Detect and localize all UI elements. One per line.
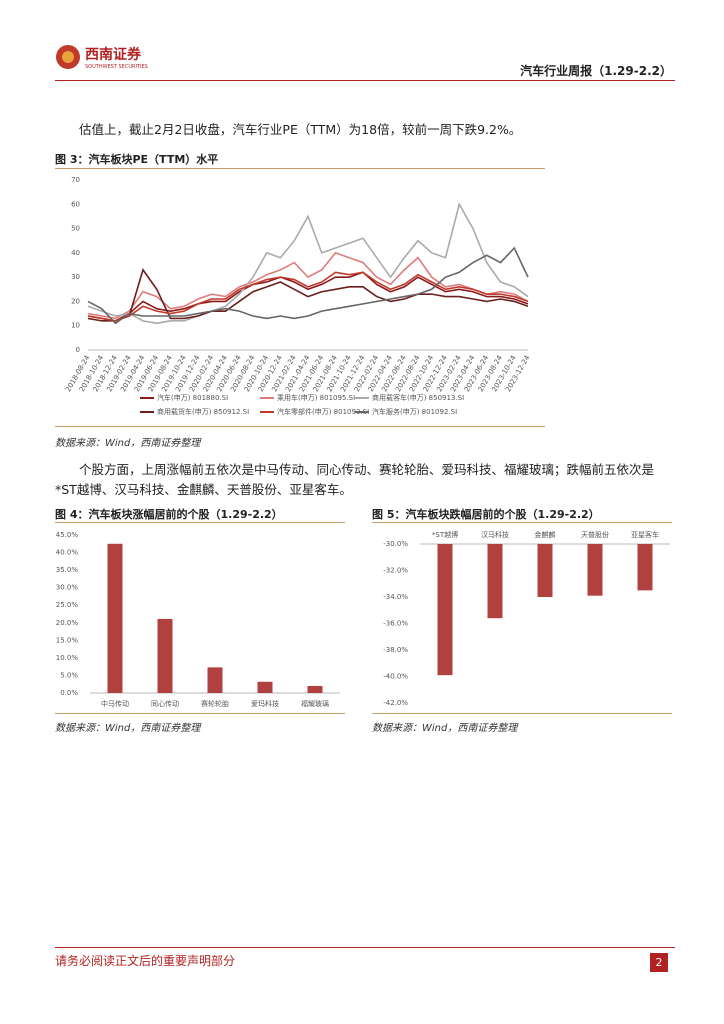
line <box>87 271 529 322</box>
y-tick-label: 50 <box>71 225 80 233</box>
bar <box>437 544 453 676</box>
line <box>87 202 529 325</box>
header-rule <box>55 80 675 81</box>
rule <box>372 713 672 714</box>
y-tick-label: -34.0% <box>383 593 408 601</box>
x-tick-label: 汉马科技 <box>481 530 509 539</box>
bar <box>487 544 503 619</box>
legend-label: 汽车服务(申万) 801092.SI <box>372 407 457 416</box>
rule <box>55 426 545 427</box>
y-tick-label: 20 <box>71 297 80 305</box>
footer-notice: 请务必阅读正文后的重要声明部分 <box>55 954 236 968</box>
legend-label: 商用载货车(申万) 850912.SI <box>157 407 249 416</box>
bar <box>157 618 173 693</box>
caption: 图 3：汽车板块PE（TTM）水平 <box>55 153 219 166</box>
chart: 0.0% 5.0% 10.0% 15.0% 20.0% 25.0% 30.0% 35.0% 40… <box>56 531 340 708</box>
source: 数据来源：Wind，西南证券整理 <box>55 438 201 449</box>
chart: 0102030405060702018-08-242018-10-242018-… <box>64 176 532 416</box>
rule <box>372 522 672 523</box>
logo-en: SOUTHWEST SECURITIES <box>85 64 148 70</box>
y-tick-label: 45.0% <box>56 531 79 539</box>
chart: -30.0% -32.0% -34.0% -36.0% -38.0% -40.0% -42.… <box>383 530 670 707</box>
y-tick-label: 40.0% <box>56 549 79 557</box>
logo-mark <box>56 45 80 69</box>
y-tick-label: -42.0% <box>383 699 408 707</box>
x-tick-label: 中马传动 <box>101 699 129 708</box>
y-tick-label: 30 <box>71 273 80 281</box>
page-number: 2 <box>650 953 668 972</box>
y-tick-label: 20.0% <box>56 619 79 627</box>
line <box>87 271 529 322</box>
y-tick-label: -36.0% <box>383 620 408 628</box>
bar <box>587 544 603 596</box>
y-tick-label: 60 <box>71 200 80 208</box>
x-tick-label: *ST越博 <box>432 530 458 539</box>
bar <box>307 685 323 693</box>
footer-rule <box>55 947 675 948</box>
x-tick-label: 亚星客车 <box>631 530 659 539</box>
y-tick-label: 0.0% <box>60 689 78 697</box>
header-title: 汽车行业周报（1.29-2.2） <box>520 64 672 78</box>
x-tick-label: 同心传动 <box>151 699 179 708</box>
line <box>87 246 529 325</box>
y-tick-label: 25.0% <box>56 601 79 609</box>
caption: 图 5：汽车板块跌幅居前的个股（1.29-2.2） <box>372 508 600 521</box>
legend-label: 汽车零部件(申万) 801093.SI <box>277 407 369 416</box>
x-tick-label: 金麒麟 <box>535 530 556 539</box>
y-tick-label: -38.0% <box>383 646 408 654</box>
y-tick-label: 40 <box>71 249 80 257</box>
paragraph: 估值上，截止2月2日收盘，汽车行业PE（TTM）为18倍，较前一周下跌9.2%。 <box>55 120 675 140</box>
legend-label: 汽车(申万) 801880.SI <box>157 393 228 402</box>
y-tick-label: -30.0% <box>383 540 408 548</box>
paragraph: 个股方面，上周涨幅前五依次是中马传动、同心传动、赛轮轮胎、爱玛科技、福耀玻璃；跌… <box>55 460 675 500</box>
bar <box>107 543 123 693</box>
y-tick-label: 30.0% <box>56 584 79 592</box>
y-tick-label: 70 <box>71 176 80 184</box>
rule <box>55 522 345 523</box>
caption: 图 4：汽车板块涨幅居前的个股（1.29-2.2） <box>55 508 283 521</box>
rule <box>55 713 345 714</box>
x-tick-label: 天普股份 <box>581 530 609 539</box>
line <box>87 268 529 322</box>
x-tick-label: 赛轮轮胎 <box>201 699 229 708</box>
legend-label: 乘用车(申万) 801095.SI <box>277 393 355 402</box>
text: 个股方面，上周涨幅前五依次是中马传动、同心传动、赛轮轮胎、爱玛科技、福耀玻璃；跌… <box>55 462 655 497</box>
logo: 西南证券 SOUTHWEST SECURITIES <box>55 44 148 70</box>
x-tick-label: 福耀玻璃 <box>301 699 329 708</box>
y-tick-label: 15.0% <box>56 636 79 644</box>
y-tick-label: -40.0% <box>383 673 408 681</box>
logo-text: 西南证券 <box>85 47 141 63</box>
y-tick-label: 10.0% <box>56 654 79 662</box>
text: 估值上，截止2月2日收盘，汽车行业PE（TTM）为18倍，较前一周下跌9.2%。 <box>79 122 522 137</box>
bar <box>537 544 553 597</box>
x-tick-label: 爱玛科技 <box>251 699 279 708</box>
rule <box>55 168 545 169</box>
legend-label: 商用载客车(申万) 850913.SI <box>372 393 464 402</box>
y-tick-label: 35.0% <box>56 566 79 574</box>
y-tick-label: 10 <box>71 322 80 330</box>
y-tick-label: 0 <box>76 346 80 354</box>
bar <box>207 667 223 693</box>
bar <box>637 544 653 591</box>
source: 数据来源：Wind，西南证券整理 <box>372 723 518 734</box>
y-tick-label: 5.0% <box>60 671 78 679</box>
y-tick-label: -32.0% <box>383 567 408 575</box>
source: 数据来源：Wind，西南证券整理 <box>55 723 201 734</box>
bar <box>257 681 273 693</box>
